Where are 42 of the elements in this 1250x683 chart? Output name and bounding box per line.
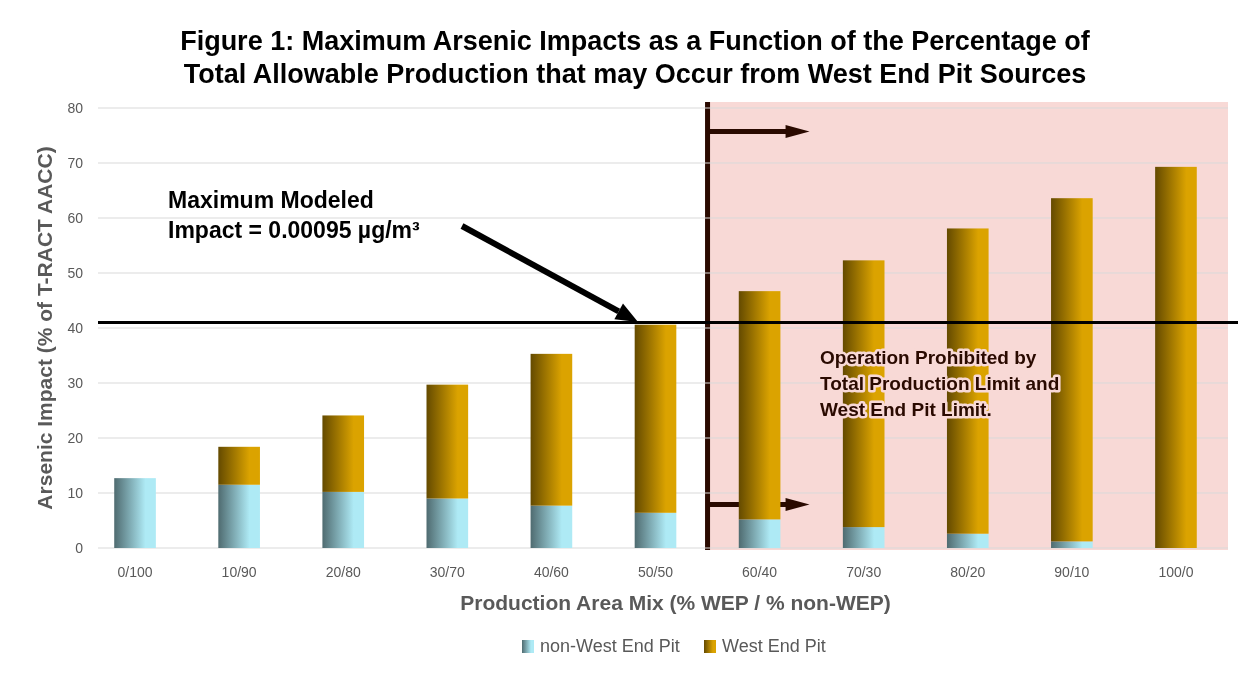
y-axis-title: Arsenic Impact (% of T-RACT AACC)	[33, 146, 56, 510]
bar	[114, 478, 156, 548]
y-tick-label: 70	[67, 155, 84, 171]
y-tick-label: 30	[67, 375, 84, 391]
x-tick-label: 40/60	[533, 564, 570, 580]
y-tick-label: 50	[67, 265, 84, 281]
x-tick-label: 30/70	[429, 564, 466, 580]
legend-label: non-West End Pit	[540, 636, 680, 656]
legend-label: West End Pit	[722, 636, 826, 656]
bar	[322, 415, 365, 492]
annotation: Maximum Modeled Impact = 0.00095 µg/m³	[168, 187, 421, 243]
x-tick-label: 100/0	[1158, 564, 1194, 580]
bar	[946, 533, 989, 548]
x-tick-label: 50/50	[637, 564, 674, 580]
bar	[322, 491, 365, 548]
bar	[1051, 541, 1093, 548]
chart-title: Figure 1: Maximum Arsenic Impacts as a Function of the Percentage of Total Allowable Production that may Occur from West End Pit Sources	[180, 26, 1091, 89]
bar	[738, 519, 781, 548]
x-tick-label: 60/40	[742, 564, 778, 580]
x-tick-label: 20/80	[325, 564, 361, 580]
bar	[634, 324, 677, 513]
x-tick-label: 90/10	[1054, 564, 1090, 580]
x-tick-label: 80/20	[950, 564, 986, 580]
x-tick-label: 0/100	[117, 564, 153, 580]
y-tick-label: 10	[67, 485, 84, 501]
bar	[426, 498, 469, 548]
bar	[842, 527, 885, 548]
y-tick-label: 20	[67, 430, 84, 446]
y-tick-label: 60	[67, 210, 84, 226]
y-tick-label: 0	[75, 540, 84, 556]
bar	[426, 384, 469, 499]
bar	[530, 505, 573, 548]
bar	[634, 512, 677, 548]
x-axis-title: Production Area Mix (% WEP / % non-WEP)	[460, 591, 891, 614]
x-tick-label: 70/30	[846, 564, 882, 580]
y-tick-label: 80	[67, 100, 84, 116]
y-tick-label: 40	[67, 320, 84, 336]
bar	[530, 353, 573, 506]
bar	[1155, 166, 1197, 548]
x-tick-label: 10/90	[221, 564, 257, 580]
bar	[218, 446, 260, 485]
bar	[218, 484, 260, 548]
